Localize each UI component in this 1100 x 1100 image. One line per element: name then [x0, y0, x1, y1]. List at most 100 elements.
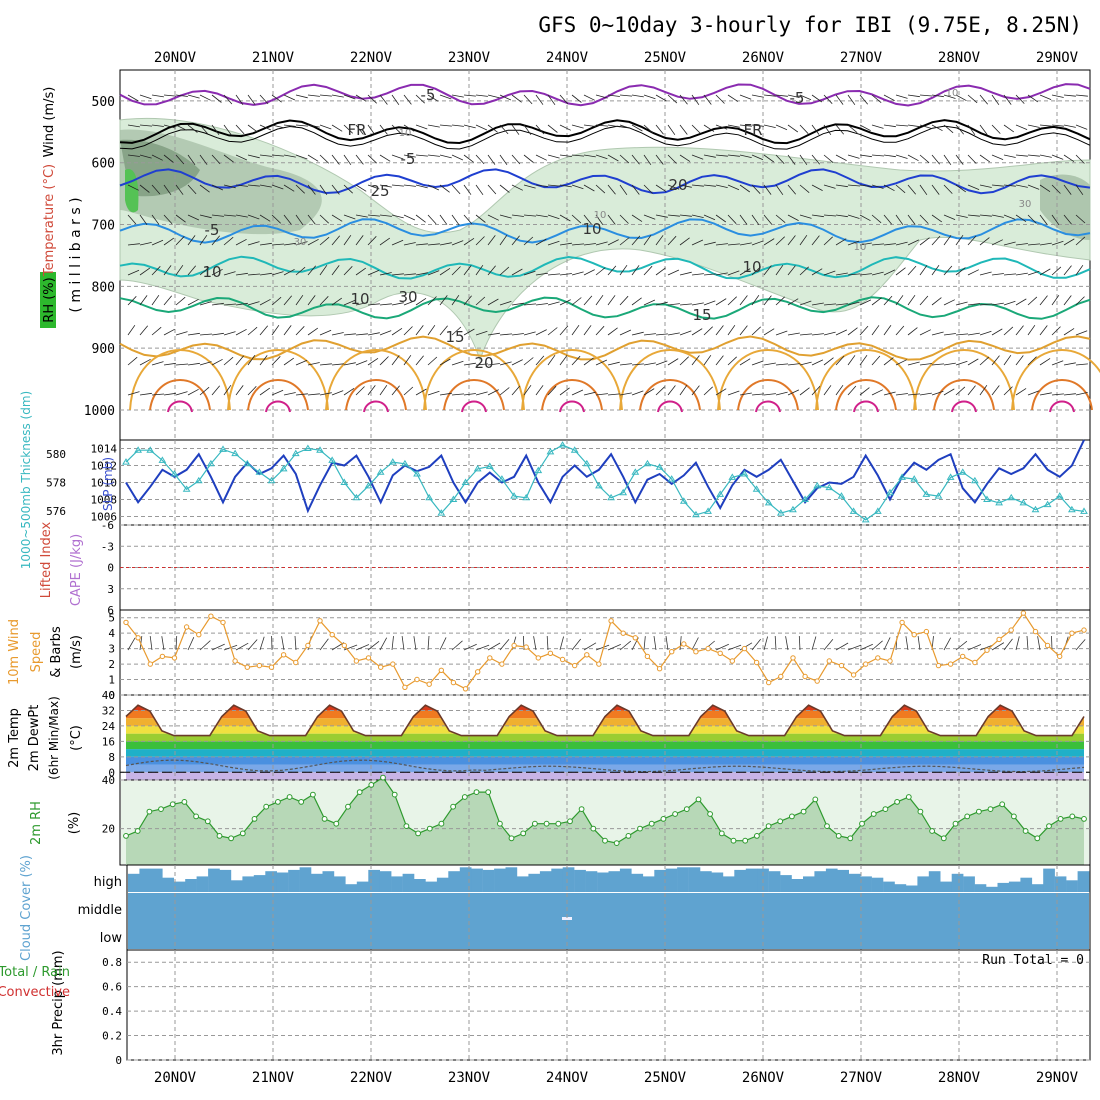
slp-point: [1055, 492, 1064, 499]
wind-barb: [175, 296, 186, 306]
wind-barb: [271, 184, 284, 190]
wind-speed-point: [656, 666, 663, 672]
wind-tick-label: 3: [108, 643, 115, 656]
wind-barb: [415, 94, 425, 104]
wind-barb: [1015, 154, 1028, 157]
wind-barb: [199, 214, 212, 219]
wind-barb: [175, 264, 184, 276]
precip-tick-label: 0: [115, 1054, 122, 1067]
cloud-high-bar: [173, 881, 186, 892]
wind-barb: [559, 387, 570, 396]
wind-barb: [583, 184, 595, 192]
temp-tick-label: 24: [102, 720, 116, 733]
temp-band: [126, 718, 1084, 726]
rh-point: [613, 840, 620, 846]
wind-barb: [139, 392, 152, 396]
wind-speed-point: [584, 652, 590, 658]
wind-barb: [727, 390, 740, 396]
wind-barb: [259, 242, 272, 246]
wind-barb: [523, 357, 534, 366]
wind-barb: [235, 642, 249, 651]
wind-barb: [919, 184, 928, 196]
wind-barb: [211, 302, 224, 306]
temp-tick-label: 16: [102, 735, 115, 748]
wind-speed-point: [256, 662, 263, 669]
wind-barb: [595, 154, 608, 160]
run-total: Run Total = 0: [982, 953, 1084, 968]
wind-barb: [655, 301, 668, 306]
wind-barb: [211, 385, 221, 396]
wind-barb: [703, 154, 716, 158]
wind-barb: [667, 269, 680, 276]
wind-barb: [1037, 636, 1041, 651]
wind-barb: [727, 124, 740, 128]
wind-barb: [799, 154, 808, 166]
rh-point: [251, 816, 258, 822]
wind-barb: [751, 94, 764, 98]
wind-barb: [223, 303, 237, 306]
rh-point: [847, 835, 854, 842]
wind-barb: [631, 235, 641, 246]
slp-point: [873, 507, 882, 514]
wind-barb: [727, 214, 737, 224]
wind-barb: [1003, 273, 1017, 276]
ylabel-temperature: Temperature (°C): [42, 164, 57, 277]
wind-barb: [667, 385, 676, 396]
wind-barb: [655, 94, 667, 102]
wind-barb: [655, 235, 664, 246]
wind-barb: [811, 94, 823, 103]
wind-barb: [1075, 124, 1088, 130]
wind-barb: [991, 328, 1003, 336]
wind-barb: [319, 214, 329, 224]
wind-barb: [547, 94, 556, 106]
wind-barb: [631, 124, 643, 132]
wind-barb: [523, 154, 534, 163]
wind-barb: [139, 242, 152, 246]
wind-barb: [1051, 154, 1064, 160]
cloud-high-bar: [139, 868, 152, 892]
rh-point: [193, 813, 200, 820]
wind-barb: [931, 235, 941, 246]
slp-point: [570, 446, 579, 453]
wind-barb: [571, 184, 584, 190]
ytick-label: 600: [92, 157, 115, 172]
wind-barb: [883, 357, 894, 366]
wind-barb: [607, 239, 619, 246]
wind-barb: [331, 265, 340, 276]
wind-barb: [991, 642, 1005, 651]
wind-barb: [427, 390, 440, 396]
wind-barb: [607, 327, 618, 336]
wind-speed-point: [426, 681, 432, 687]
wind-barb: [739, 295, 748, 306]
wind-barb: [907, 124, 920, 128]
wind-barb: [295, 326, 305, 336]
wind-barb: [619, 124, 632, 130]
wind-barb: [415, 272, 428, 276]
slp-point: [158, 456, 167, 463]
wind-barb: [175, 391, 188, 396]
wind-speed-point: [196, 632, 202, 638]
isotherm-line: [345, 379, 407, 411]
ylabel-thickness: 1000~500mb Thickness (dm): [19, 391, 33, 569]
wind-barb: [199, 386, 210, 396]
wind-barb: [149, 636, 153, 651]
wind-barb: [247, 214, 260, 220]
rh-point: [859, 820, 865, 827]
wind-barb: [403, 214, 416, 221]
slp-point: [643, 459, 652, 467]
wind-barb: [595, 325, 605, 336]
bottom-date-label: 23NOV: [448, 1070, 491, 1086]
wind-barb: [919, 265, 928, 276]
wind-speed-point: [171, 655, 178, 661]
wind-barb: [161, 636, 165, 651]
wind-barb: [535, 124, 545, 135]
wind-barb: [895, 214, 904, 226]
wind-barb: [247, 184, 260, 187]
wind-barb: [583, 124, 596, 127]
rh-point: [532, 820, 538, 827]
wind-barb: [1015, 124, 1028, 130]
cloud-high-bar: [482, 869, 495, 892]
rh-point: [286, 794, 293, 800]
wind-barb: [223, 94, 233, 105]
wind-barb: [559, 273, 572, 276]
